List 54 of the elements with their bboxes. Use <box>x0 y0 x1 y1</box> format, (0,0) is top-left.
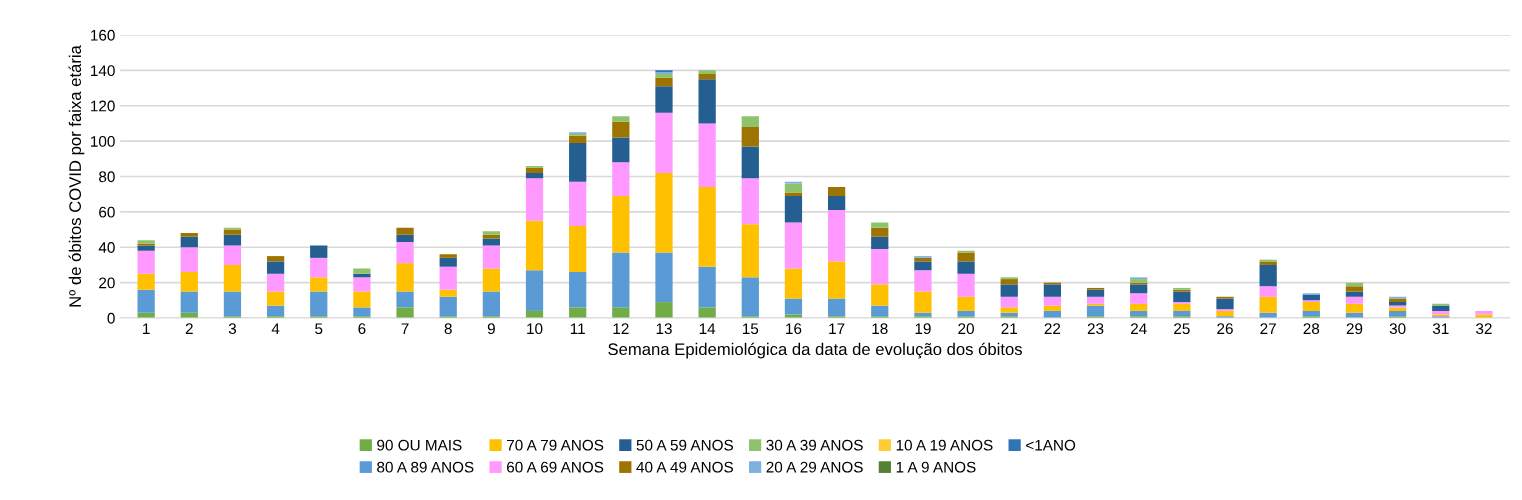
x-tick-label: 21 <box>1001 323 1017 334</box>
x-tick-label: 13 <box>656 323 672 335</box>
x-tick-label: 20 <box>958 323 974 335</box>
legend-label: <1ANO <box>1026 439 1076 451</box>
y-tick-label: 80 <box>99 171 115 183</box>
legend-label: 40 A 49 ANOS <box>636 461 733 473</box>
y-tick-label: 60 <box>99 206 115 218</box>
x-tick-label: 6 <box>358 323 366 335</box>
x-tick-label: 30 <box>1389 323 1406 335</box>
x-tick-label: 28 <box>1303 323 1320 335</box>
legend-label: 90 OU MAIS <box>377 439 462 451</box>
x-tick-label: 15 <box>742 323 759 335</box>
x-tick-label: 12 <box>613 323 629 334</box>
x-tick-label: 24 <box>1130 323 1147 334</box>
x-tick-label: 18 <box>872 323 888 335</box>
y-axis-title: Nº de óbitos COVID por faixa etária <box>68 45 85 307</box>
x-tick-label: 9 <box>487 323 495 335</box>
x-tick-label: 19 <box>915 323 931 335</box>
legend-label: 60 A 69 ANOS <box>507 461 604 473</box>
x-tick-label: 4 <box>271 323 280 334</box>
x-tick-label: 2 <box>185 323 193 334</box>
y-tick-label: 40 <box>98 242 115 253</box>
x-tick-label: 16 <box>786 323 802 335</box>
legend-label: 50 A 59 ANOS <box>636 439 733 451</box>
x-tick-label: 25 <box>1174 323 1190 335</box>
x-tick-label: 23 <box>1087 323 1104 335</box>
x-tick-label: 14 <box>699 323 716 334</box>
y-tick-label: 140 <box>91 65 115 77</box>
y-tick-label: 0 <box>107 312 115 324</box>
x-tick-label: 8 <box>444 323 452 335</box>
y-tick-label: 20 <box>99 277 115 289</box>
x-tick-label: 1 <box>143 323 150 334</box>
y-tick-label: 160 <box>91 29 115 41</box>
x-tick-label: 32 <box>1476 323 1492 335</box>
x-tick-label: 10 <box>527 323 543 335</box>
x-tick-label: 31 <box>1432 323 1449 335</box>
legend-label: 1 A 9 ANOS <box>896 461 976 473</box>
x-tick-label: 5 <box>315 323 323 335</box>
x-tick-label: 26 <box>1217 323 1233 335</box>
legend-label: 20 A 29 ANOS <box>766 461 863 473</box>
legend-label: 80 A 89 ANOS <box>377 461 474 473</box>
x-tick-label: 3 <box>228 323 237 335</box>
legend-label: 70 A 79 ANOS <box>507 439 604 451</box>
legend-label: 30 A 39 ANOS <box>766 439 863 451</box>
x-tick-label: 11 <box>570 323 585 334</box>
x-axis-title: Semana Epidemiológica da data de evolução dos óbitos <box>608 342 1022 359</box>
legend-label: 10 A 19 ANOS <box>896 439 993 451</box>
x-tick-label: 22 <box>1044 323 1061 334</box>
x-tick-label: 29 <box>1346 323 1363 335</box>
x-tick-label: 17 <box>829 323 845 334</box>
x-tick-label: 7 <box>401 323 409 334</box>
y-tick-label: 120 <box>91 100 115 112</box>
x-tick-label: 27 <box>1260 323 1276 334</box>
y-tick-label: 100 <box>91 135 115 147</box>
